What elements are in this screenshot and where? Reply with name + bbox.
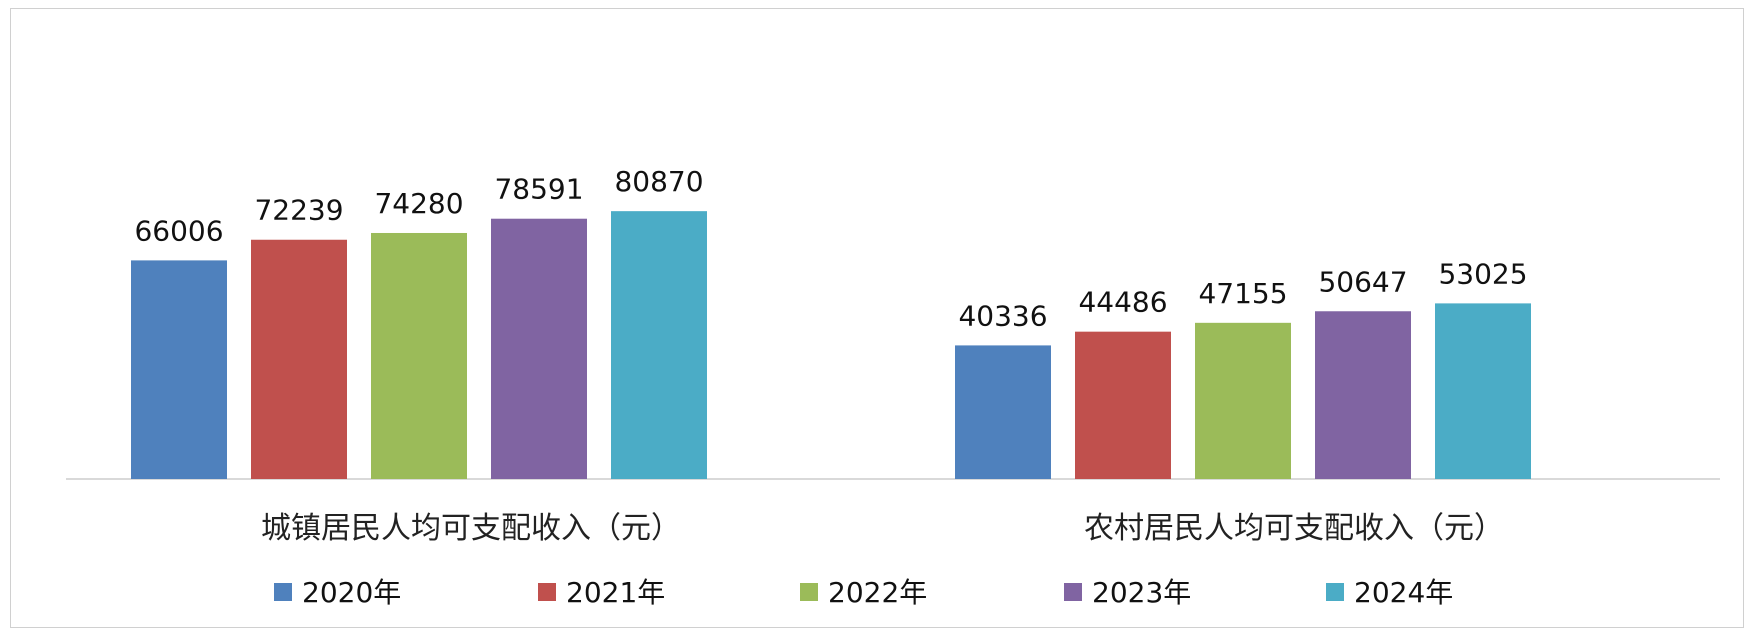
value-label: 78591 [494, 173, 583, 206]
bar-2024年-0 [611, 211, 707, 479]
bar-2023年-0 [491, 218, 587, 479]
bar-2023年-1 [1315, 311, 1411, 479]
legend-swatch [538, 583, 556, 601]
legend-swatch [800, 583, 818, 601]
value-label: 50647 [1318, 265, 1407, 298]
legend-label: 2022年 [828, 576, 927, 609]
bar-2020年-1 [955, 345, 1051, 479]
legend-label: 2023年 [1092, 576, 1191, 609]
bar-2021年-0 [251, 239, 347, 479]
legend-swatch [1326, 583, 1344, 601]
legend-label: 2020年 [302, 576, 401, 609]
value-label: 40336 [958, 299, 1047, 332]
bar-2020年-0 [131, 260, 227, 479]
legend-label: 2021年 [566, 576, 665, 609]
legend-swatch [274, 583, 292, 601]
value-label: 74280 [374, 187, 463, 220]
value-label: 66006 [134, 214, 223, 247]
legend-swatch [1064, 583, 1082, 601]
category-label: 城镇居民人均可支配收入（元） [261, 511, 681, 546]
category-label: 农村居民人均可支配收入（元） [1084, 511, 1504, 546]
bar-2022年-1 [1195, 322, 1291, 479]
value-label: 47155 [1198, 277, 1287, 310]
legend-label: 2024年 [1354, 576, 1453, 609]
bar-2021年-1 [1075, 331, 1171, 479]
value-label: 53025 [1438, 257, 1527, 290]
value-label: 44486 [1078, 286, 1167, 319]
bar-2024年-1 [1435, 303, 1531, 479]
bar-2022年-0 [371, 232, 467, 479]
value-label: 72239 [254, 194, 343, 227]
value-label: 80870 [614, 165, 703, 198]
